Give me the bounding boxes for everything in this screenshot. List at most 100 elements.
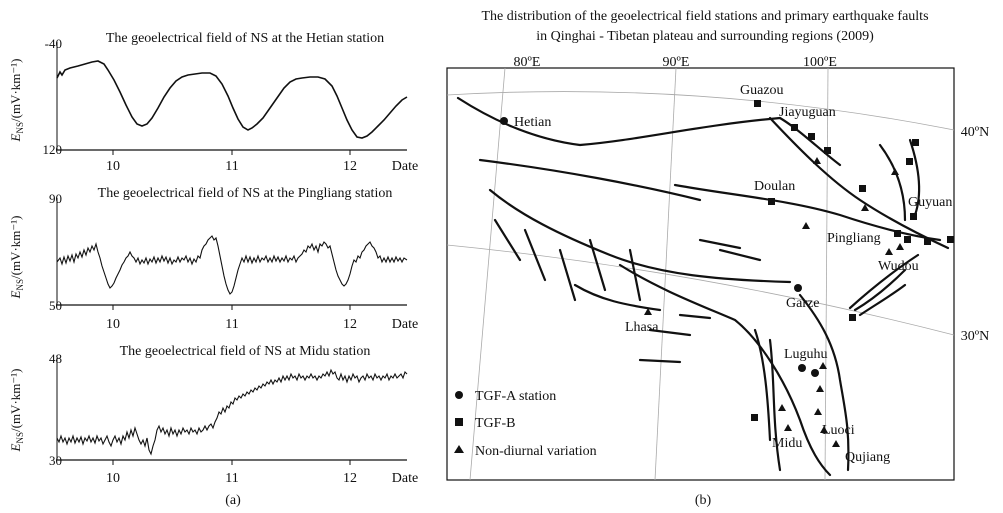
panel-b: The distribution of the geoelectrical fi… bbox=[446, 9, 989, 508]
station-tgf-b bbox=[808, 133, 815, 140]
station-tgf-b bbox=[894, 230, 901, 237]
label-wudou: Wudou bbox=[878, 259, 919, 274]
label-luoci: Luoci bbox=[822, 423, 855, 438]
x-tick-label: 12 bbox=[343, 471, 357, 486]
station-non-diurnal bbox=[819, 362, 827, 369]
x-tick-label: 11 bbox=[225, 159, 238, 174]
lon-label: 100ºE bbox=[803, 55, 837, 70]
label-lhasa: Lhasa bbox=[625, 320, 659, 335]
x-ticks bbox=[112, 460, 351, 465]
y-tick-label: 90 bbox=[49, 191, 62, 206]
y-tick-label: 48 bbox=[49, 351, 62, 366]
x-ticks bbox=[112, 305, 351, 310]
station-tgf-b bbox=[849, 314, 856, 321]
map-frame bbox=[446, 67, 955, 481]
lon-label: 90ºE bbox=[663, 55, 690, 70]
station-tgf-b bbox=[859, 185, 866, 192]
y-tick-label: 50 bbox=[49, 298, 62, 313]
legend-tgf-a: TGF-A station bbox=[475, 389, 556, 404]
chart-pingliang: The geoelectrical field of NS at the Pin… bbox=[8, 186, 418, 332]
station-tgf-b bbox=[924, 238, 931, 245]
station-labels: Hetian Guazou Jiayuguan Doulan Guyuan Pi… bbox=[514, 83, 952, 465]
station-non-diurnal bbox=[816, 385, 824, 392]
label-pingliang: Pingliang bbox=[827, 231, 881, 246]
stations bbox=[500, 100, 954, 447]
station-tgf-b bbox=[947, 236, 954, 243]
station-non-diurnal bbox=[885, 248, 893, 255]
faults bbox=[456, 96, 950, 477]
station-tgf-b bbox=[824, 147, 831, 154]
svg-text:ENS/(mV·km⁻¹): ENS/(mV·km⁻¹) bbox=[8, 216, 25, 300]
caption-a: (a) bbox=[225, 493, 241, 508]
station-tgf-b bbox=[751, 414, 758, 421]
chart-title: The geoelectrical field of NS at Midu st… bbox=[120, 344, 371, 359]
label-luguhu: Luguhu bbox=[784, 347, 828, 362]
station-non-diurnal bbox=[896, 243, 904, 250]
label-garze: Garze bbox=[786, 296, 819, 311]
station-non-diurnal bbox=[813, 157, 821, 164]
y-axis-label: ENS/(mV·km⁻¹) bbox=[8, 216, 25, 300]
station-non-diurnal bbox=[784, 424, 792, 431]
legend-non-diurnal: Non-diurnal variation bbox=[475, 444, 597, 459]
x-tick-label: 11 bbox=[225, 317, 238, 332]
chart-title: The geoelectrical field of NS at the Het… bbox=[106, 31, 384, 46]
station-tgf-b bbox=[910, 213, 917, 220]
station-tgf-b bbox=[906, 158, 913, 165]
label-doulan: Doulan bbox=[754, 179, 795, 194]
station-non-diurnal bbox=[861, 204, 869, 211]
legend-tgf-b: TGF-B bbox=[475, 416, 515, 431]
svg-text:ENS/(mV·km⁻¹): ENS/(mV·km⁻¹) bbox=[8, 369, 25, 453]
label-hetian: Hetian bbox=[514, 115, 551, 130]
x-tick-label: Date bbox=[392, 471, 418, 486]
station-non-diurnal bbox=[820, 426, 828, 433]
station-tgf-a bbox=[794, 284, 802, 292]
label-midu: Midu bbox=[772, 436, 802, 451]
series-line bbox=[56, 60, 408, 139]
x-tick-label: 10 bbox=[106, 471, 120, 486]
x-tick-label: 12 bbox=[343, 317, 357, 332]
series-line bbox=[56, 235, 408, 295]
station-tgf-a bbox=[811, 369, 819, 377]
station-tgf-a bbox=[500, 117, 508, 125]
caption-b: (b) bbox=[695, 493, 712, 508]
station-tgf-b bbox=[904, 236, 911, 243]
legend-non-diurnal-symbol bbox=[454, 445, 464, 453]
station-non-diurnal bbox=[832, 440, 840, 447]
station-tgf-b bbox=[791, 124, 798, 131]
legend: TGF-A station TGF-B Non-diurnal variatio… bbox=[454, 389, 597, 459]
label-qujiang: Qujiang bbox=[845, 450, 890, 465]
map-title-line2: in Qinghai - Tibetan plateau and surroun… bbox=[536, 29, 874, 44]
legend-tgf-b-symbol bbox=[455, 418, 463, 426]
x-tick-label: Date bbox=[392, 159, 418, 174]
station-tgf-b bbox=[912, 139, 919, 146]
y-tick-label: -40 bbox=[45, 36, 62, 51]
station-non-diurnal bbox=[814, 408, 822, 415]
y-tick-label: 30 bbox=[49, 453, 62, 468]
legend-tgf-a-symbol bbox=[455, 391, 463, 399]
x-tick-label: 10 bbox=[106, 159, 120, 174]
y-axis-label: ENS/(mV·km⁻¹) bbox=[8, 59, 25, 143]
chart-midu: The geoelectrical field of NS at Midu st… bbox=[8, 344, 418, 486]
station-non-diurnal bbox=[891, 168, 899, 175]
station-non-diurnal bbox=[802, 222, 810, 229]
x-tick-label: 11 bbox=[225, 471, 238, 486]
series-line bbox=[56, 368, 408, 456]
label-jiayuguan: Jiayuguan bbox=[779, 105, 836, 120]
station-tgf-b bbox=[768, 198, 775, 205]
x-tick-label: 12 bbox=[343, 159, 357, 174]
station-non-diurnal bbox=[644, 308, 652, 315]
y-axis-label: ENS/(mV·km⁻¹) bbox=[8, 369, 25, 453]
lon-label: 80ºE bbox=[514, 55, 541, 70]
label-guyuan: Guyuan bbox=[908, 195, 952, 210]
chart-title: The geoelectrical field of NS at the Pin… bbox=[98, 186, 393, 201]
lat-label: 40ºN bbox=[961, 125, 989, 140]
station-tgf-a bbox=[798, 364, 806, 372]
station-non-diurnal bbox=[778, 404, 786, 411]
lat-label: 30ºN bbox=[961, 329, 989, 344]
x-tick-label: 10 bbox=[106, 317, 120, 332]
label-guazou: Guazou bbox=[740, 83, 784, 98]
map-title-line1: The distribution of the geoelectrical fi… bbox=[481, 9, 928, 24]
x-tick-label: Date bbox=[392, 317, 418, 332]
chart-hetian: The geoelectrical field of NS at the Het… bbox=[8, 31, 418, 174]
